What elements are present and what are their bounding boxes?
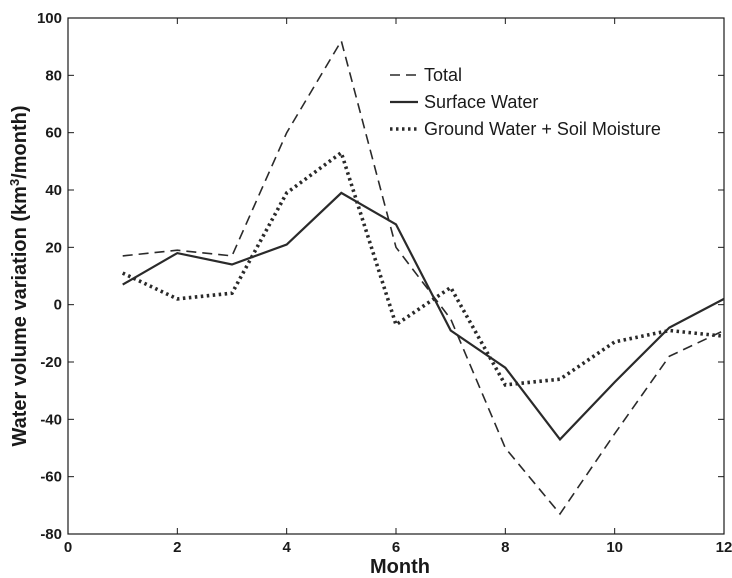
x-tick-label: 12	[716, 539, 732, 556]
y-tick-label: -80	[40, 526, 62, 543]
x-tick-label: 8	[501, 539, 509, 556]
y-axis-title: Water volume variation (km3/month)	[7, 106, 32, 447]
y-tick-label: 20	[45, 239, 62, 256]
x-tick-label: 10	[606, 539, 623, 556]
legend-label: Surface Water	[424, 92, 538, 112]
y-tick-label: -60	[40, 469, 62, 486]
y-tick-label: -20	[40, 354, 62, 371]
series-line-ground-water-soil-moisture	[121, 149, 725, 387]
x-tick-label: 2	[173, 539, 181, 556]
y-tick-label: 40	[45, 182, 62, 199]
y-axis-title-superscript: 3	[7, 179, 22, 186]
y-axis-ticks: -80 -60 -40 -20 0 20 40 60 80 100	[37, 10, 724, 543]
x-tick-label: 4	[282, 539, 291, 556]
y-tick-label: 60	[45, 125, 62, 142]
legend-label: Total	[424, 65, 462, 85]
plot-area	[67, 17, 725, 535]
legend-label: Ground Water + Soil Moisture	[424, 119, 661, 139]
legend: Total Surface Water Ground Water + Soil Mo…	[390, 65, 661, 139]
x-axis-ticks: 0 2 4 6 8 10 12	[64, 18, 732, 556]
series-layer	[121, 38, 725, 516]
series-line-total	[122, 38, 725, 516]
x-tick-label: 0	[64, 539, 72, 556]
y-tick-label: -40	[40, 411, 62, 428]
y-axis-title-part-2: /month)	[9, 106, 31, 179]
y-tick-label: 100	[37, 10, 62, 27]
y-axis-title-part-1: Water volume variation (km	[9, 186, 31, 446]
x-tick-label: 6	[392, 539, 400, 556]
y-tick-label: 80	[45, 67, 62, 84]
x-axis-title: Month	[370, 556, 430, 578]
y-tick-label: 0	[54, 297, 62, 314]
series-line-surface-water	[122, 191, 725, 442]
